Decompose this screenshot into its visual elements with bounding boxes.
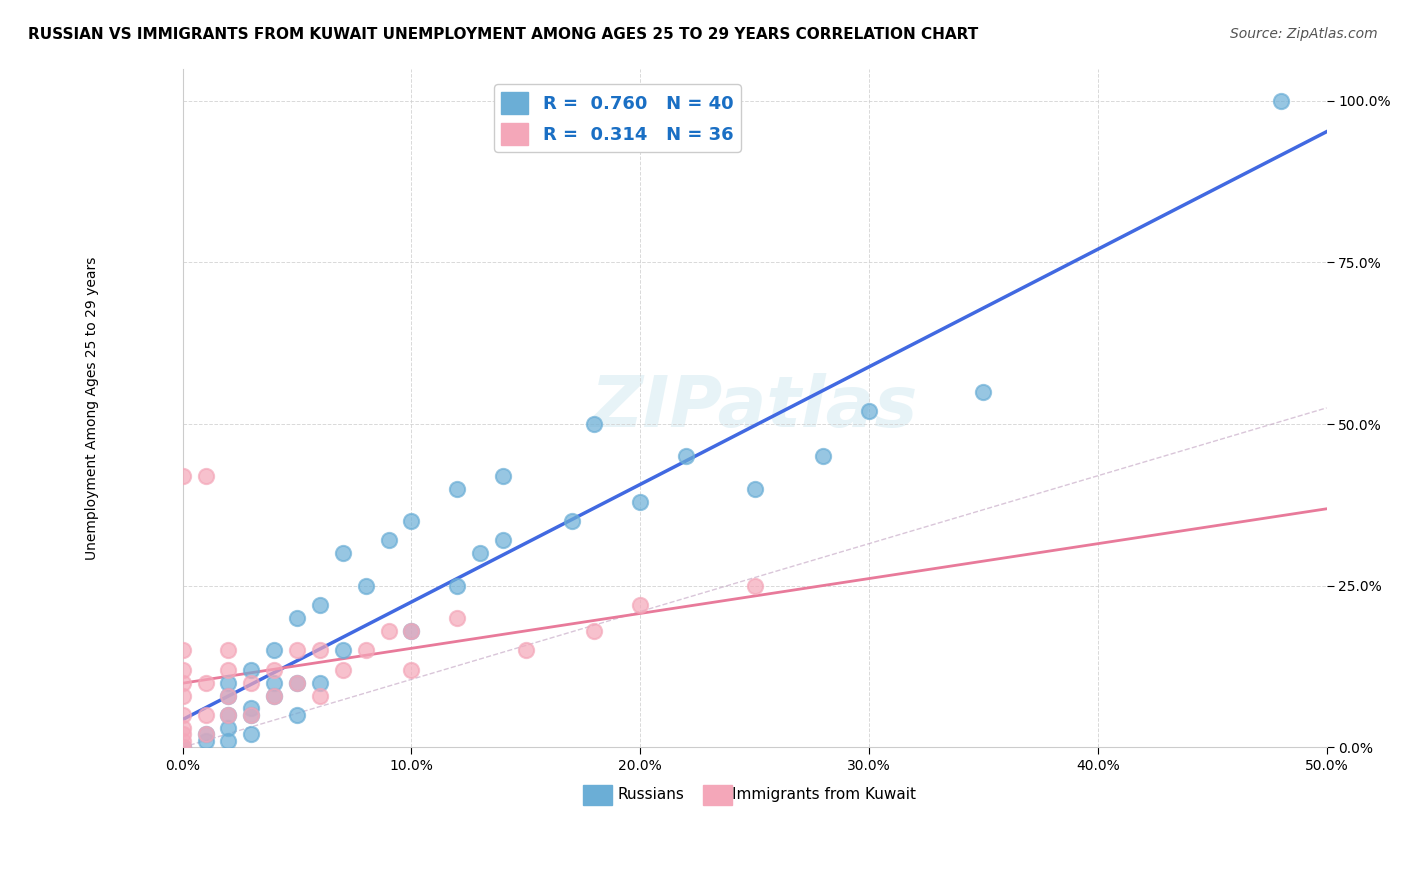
- Point: [217, 689, 239, 703]
- Point: [468, 546, 491, 560]
- Point: [377, 533, 399, 548]
- Point: [675, 450, 697, 464]
- Point: [583, 417, 606, 431]
- Point: [263, 663, 285, 677]
- Point: [172, 707, 194, 722]
- Point: [354, 579, 377, 593]
- Point: [194, 727, 217, 741]
- Text: ZIPatlas: ZIPatlas: [591, 374, 918, 442]
- Point: [172, 721, 194, 735]
- FancyBboxPatch shape: [703, 785, 731, 805]
- Point: [217, 707, 239, 722]
- Point: [172, 663, 194, 677]
- Point: [285, 611, 308, 625]
- Point: [401, 514, 423, 528]
- FancyBboxPatch shape: [583, 785, 612, 805]
- Point: [309, 643, 332, 657]
- Point: [263, 643, 285, 657]
- Point: [561, 514, 583, 528]
- Point: [194, 727, 217, 741]
- Point: [172, 675, 194, 690]
- Point: [515, 643, 537, 657]
- Point: [285, 707, 308, 722]
- Point: [401, 624, 423, 638]
- Point: [309, 598, 332, 612]
- Point: [972, 384, 994, 399]
- Point: [240, 663, 263, 677]
- Point: [172, 643, 194, 657]
- Point: [285, 643, 308, 657]
- Point: [377, 624, 399, 638]
- Point: [309, 689, 332, 703]
- Point: [217, 689, 239, 703]
- Point: [172, 689, 194, 703]
- Point: [813, 450, 835, 464]
- Point: [263, 689, 285, 703]
- Point: [401, 663, 423, 677]
- Point: [172, 733, 194, 747]
- Point: [744, 482, 766, 496]
- Point: [628, 494, 651, 508]
- Point: [285, 675, 308, 690]
- Point: [446, 579, 468, 593]
- Point: [285, 675, 308, 690]
- Legend: R =  0.760   N = 40, R =  0.314   N = 36: R = 0.760 N = 40, R = 0.314 N = 36: [494, 85, 741, 152]
- Point: [492, 468, 515, 483]
- Point: [1270, 94, 1292, 108]
- Point: [401, 624, 423, 638]
- Point: [172, 727, 194, 741]
- Point: [446, 482, 468, 496]
- Point: [492, 533, 515, 548]
- Y-axis label: Unemployment Among Ages 25 to 29 years: Unemployment Among Ages 25 to 29 years: [86, 256, 100, 559]
- Text: RUSSIAN VS IMMIGRANTS FROM KUWAIT UNEMPLOYMENT AMONG AGES 25 TO 29 YEARS CORRELA: RUSSIAN VS IMMIGRANTS FROM KUWAIT UNEMPL…: [28, 27, 979, 42]
- Point: [628, 598, 651, 612]
- Text: Russians: Russians: [617, 788, 685, 802]
- Point: [240, 707, 263, 722]
- Point: [217, 707, 239, 722]
- Point: [172, 740, 194, 755]
- Point: [172, 740, 194, 755]
- Point: [194, 468, 217, 483]
- Point: [446, 611, 468, 625]
- Point: [309, 675, 332, 690]
- Point: [240, 707, 263, 722]
- Point: [217, 675, 239, 690]
- Point: [744, 579, 766, 593]
- Text: Source: ZipAtlas.com: Source: ZipAtlas.com: [1230, 27, 1378, 41]
- Point: [858, 404, 880, 418]
- Point: [583, 624, 606, 638]
- Point: [194, 675, 217, 690]
- Point: [217, 721, 239, 735]
- Point: [332, 643, 354, 657]
- Point: [217, 733, 239, 747]
- Point: [194, 707, 217, 722]
- Point: [354, 643, 377, 657]
- Point: [240, 701, 263, 715]
- Point: [332, 663, 354, 677]
- Point: [263, 675, 285, 690]
- Point: [217, 663, 239, 677]
- Point: [240, 675, 263, 690]
- Point: [217, 643, 239, 657]
- Point: [263, 689, 285, 703]
- Point: [172, 468, 194, 483]
- Text: Immigrants from Kuwait: Immigrants from Kuwait: [731, 788, 915, 802]
- Point: [194, 733, 217, 747]
- Point: [332, 546, 354, 560]
- Point: [240, 727, 263, 741]
